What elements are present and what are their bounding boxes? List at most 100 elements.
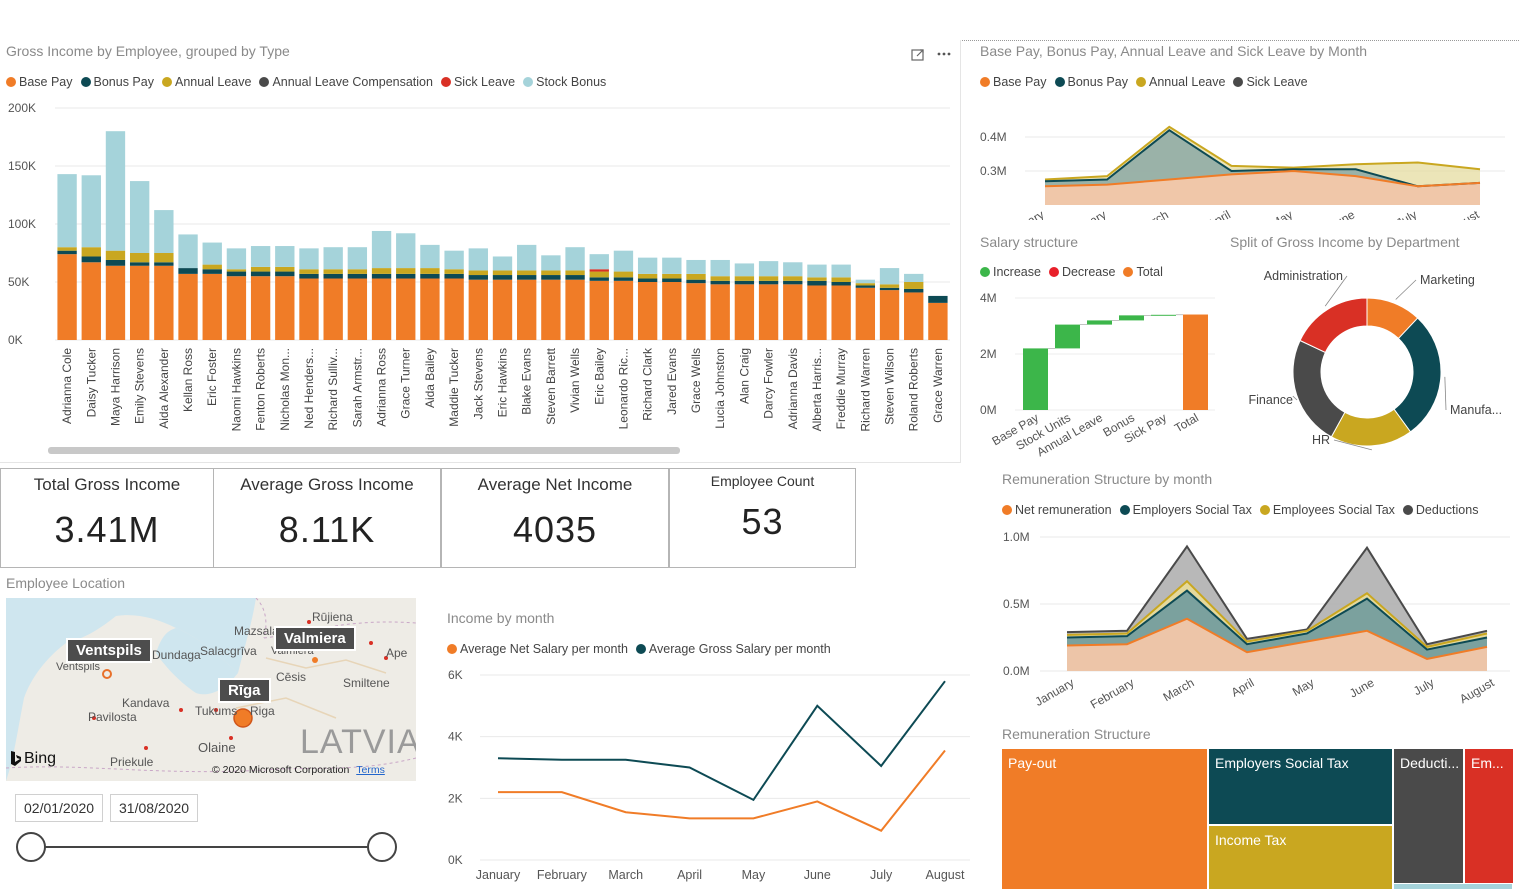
map-bubble-label[interactable]: Ventspils <box>66 638 152 663</box>
map-bubble-label[interactable]: Valmiera <box>274 626 356 651</box>
series-line <box>1044 128 1481 188</box>
legend-item[interactable]: Employees Social Tax <box>1259 503 1395 517</box>
slicer-end-date[interactable]: 31/08/2020 <box>110 794 199 822</box>
legend-item[interactable]: Stock Bonus <box>523 75 606 89</box>
legend-item[interactable]: Annual Leave <box>161 75 251 89</box>
map-place-label: Cēsis <box>276 670 307 684</box>
bar-segment <box>662 257 682 274</box>
kpi-card-average-net[interactable]: Average Net Income 4035 <box>441 468 669 568</box>
bar-segment <box>105 265 126 340</box>
legend-item[interactable]: Annual Leave Compensation <box>259 75 433 89</box>
bar-segment <box>250 276 271 340</box>
income-line-chart[interactable]: 6K 4K 2K 0K January February March April May June… <box>440 662 975 892</box>
legend-item[interactable]: Deductions <box>1402 503 1478 517</box>
waterfall-increase-bar <box>1119 315 1144 321</box>
y-tick-label: 6K <box>448 668 463 682</box>
legend-dot-icon <box>523 77 534 87</box>
terms-link[interactable]: Terms <box>356 764 385 776</box>
bar-segment <box>928 302 948 340</box>
legend-item[interactable]: Increase <box>980 265 1041 279</box>
more-options-icon[interactable] <box>937 52 953 58</box>
department-donut-chart[interactable]: Marketing Manufa... HR Finance Administratio… <box>1225 262 1515 462</box>
treemap-cell[interactable]: Deducti... <box>1394 749 1463 883</box>
remuneration-treemap[interactable]: Pay-out Employers Social Tax Income Tax … <box>1002 749 1514 889</box>
legend-item[interactable]: Employers Social Tax <box>1119 503 1252 517</box>
x-tick-label: Eric Bailey <box>592 348 606 405</box>
legend-item[interactable]: Bonus Pay <box>1054 75 1128 89</box>
bar-segment <box>734 284 755 340</box>
legend-item[interactable]: Sick Leave <box>1233 75 1308 89</box>
gross-income-bar-visual[interactable]: Gross Income by Employee, grouped by Typ… <box>0 40 961 463</box>
kpi-value: 53 <box>741 501 784 542</box>
bar-segment <box>928 295 948 303</box>
slicer-start-handle[interactable] <box>16 832 46 862</box>
bar-segment <box>396 273 416 279</box>
bar-segment <box>710 259 730 277</box>
legend-label: Employees Social Tax <box>1272 503 1395 517</box>
bar-segment <box>783 280 803 285</box>
kpi-label: Total Gross Income <box>33 475 181 494</box>
slicer-start-date[interactable]: 02/01/2020 <box>15 794 104 822</box>
legend-item[interactable]: Average Net Salary per month <box>447 642 628 656</box>
treemap-cell[interactable]: Employers Social Tax <box>1209 749 1392 824</box>
legend-item[interactable]: Sick Leave <box>440 75 516 89</box>
x-tick-label: Naomi Hawkins <box>229 348 243 431</box>
bar-segment <box>517 275 537 280</box>
legend-item[interactable]: Average Gross Salary per month <box>635 642 831 656</box>
legend-label: Bonus Pay <box>93 75 154 89</box>
bar-segment <box>468 270 488 276</box>
legend-item[interactable]: Base Pay <box>980 75 1047 89</box>
employee-location-map[interactable]: Rūjiena Mazsalaca Dundaga Salacgrīva Valmier… <box>6 598 416 781</box>
bar-segment <box>275 271 295 277</box>
bing-text: Bing <box>24 750 57 767</box>
legend-dot-icon <box>1002 505 1012 515</box>
x-tick-label: May <box>1268 207 1295 220</box>
kpi-label: Average Gross Income <box>240 475 414 494</box>
treemap-cell-small[interactable] <box>1394 884 1512 889</box>
map-bubble-label[interactable]: Rīga <box>218 678 271 703</box>
bar-segment <box>250 266 271 272</box>
bar-segment <box>420 278 440 340</box>
x-tick-label: August <box>926 868 965 882</box>
y-tick-label: 0K <box>448 853 463 867</box>
legend-item[interactable]: Bonus Pay <box>80 75 154 89</box>
legend-dot-icon <box>161 77 172 87</box>
legend-dot-icon <box>6 77 16 87</box>
x-tick-label: August <box>1457 675 1497 706</box>
kpi-card-employee-count[interactable]: Employee Count 53 <box>669 468 856 568</box>
bar-segment <box>226 248 247 270</box>
slicer-track[interactable] <box>30 846 382 848</box>
legend-item[interactable]: Base Pay <box>6 75 73 89</box>
bar-segment <box>541 279 561 340</box>
kpi-card-total-gross[interactable]: Total Gross Income 3.41M <box>0 468 214 568</box>
monthly-pay-area-chart[interactable]: 0.4M 0.3M January February March April May June… <box>975 100 1515 220</box>
legend-label: Sick Leave <box>453 75 516 89</box>
treemap-cell[interactable]: Pay-out <box>1002 749 1207 889</box>
map-place-label: Pavilosta <box>88 710 137 724</box>
series-line <box>1066 589 1488 651</box>
bar-segment <box>396 278 416 340</box>
bar-segment <box>444 278 464 340</box>
bar-segment <box>57 250 77 255</box>
treemap-cell[interactable]: Income Tax <box>1209 826 1392 889</box>
legend-item[interactable]: Net remuneration <box>1002 503 1112 517</box>
legend-item[interactable]: Decrease <box>1048 265 1115 279</box>
bar-segment <box>468 275 488 280</box>
bar-segment <box>637 278 658 282</box>
chart-legend: Base Pay Bonus Pay Annual Leave Annual Leav… <box>6 75 606 89</box>
map-place-label: Rūjiena <box>312 610 353 624</box>
treemap-cell[interactable]: Em... <box>1465 749 1513 883</box>
bar-segment <box>807 264 827 278</box>
legend-item[interactable]: Annual Leave <box>1135 75 1225 89</box>
legend-item[interactable]: Total <box>1123 265 1163 279</box>
kpi-card-average-gross[interactable]: Average Gross Income 8.11K <box>213 468 441 568</box>
bar-segment <box>81 175 101 248</box>
bar-segment <box>589 280 609 340</box>
slicer-end-handle[interactable] <box>367 832 397 862</box>
bar-segment <box>57 254 77 340</box>
focus-mode-icon[interactable] <box>910 47 926 63</box>
chart-legend: Net remuneration Employers Social Tax Empl… <box>1002 503 1478 517</box>
x-tick-label: Richard Clark <box>641 347 655 421</box>
